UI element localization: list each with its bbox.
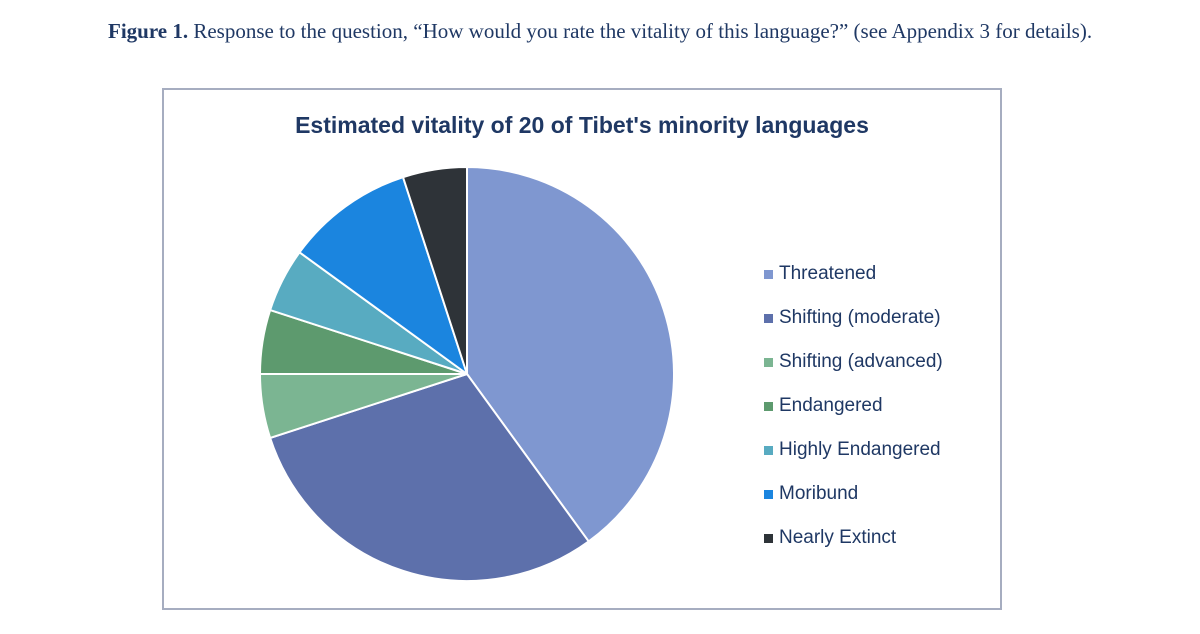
legend-item-endangered: Endangered bbox=[764, 384, 943, 428]
figure-caption: Figure 1. Response to the question, “How… bbox=[108, 12, 1108, 50]
pie-slice-nearly-extinct bbox=[401, 165, 468, 375]
pie-slice-shifting-moderate bbox=[268, 372, 591, 583]
legend-label: Threatened bbox=[779, 263, 877, 284]
legend-label: Nearly Extinct bbox=[779, 527, 897, 548]
legend-item-moribund: Moribund bbox=[764, 472, 943, 516]
legend-swatch bbox=[764, 313, 773, 323]
legend-label: Endangered bbox=[779, 395, 883, 416]
legend-label: Moribund bbox=[779, 483, 859, 504]
legend-swatch bbox=[764, 269, 773, 279]
figure-caption-text: Response to the question, “How would you… bbox=[188, 19, 1093, 43]
chart-title: Estimated vitality of 20 of Tibet's mino… bbox=[295, 112, 869, 138]
pie-slice-moribund bbox=[298, 175, 469, 377]
legend-swatch bbox=[764, 401, 773, 411]
figure-label: Figure 1. bbox=[108, 19, 189, 43]
pie-slice-threatened bbox=[466, 165, 674, 543]
legend-swatch bbox=[764, 357, 773, 367]
legend-item-highly-endangered: Highly Endangered bbox=[764, 428, 943, 472]
legend-label: Highly Endangered bbox=[779, 439, 941, 460]
legend-item-nearly-extinct: Nearly Extinct bbox=[764, 516, 943, 560]
pie-chart bbox=[258, 165, 674, 583]
legend-item-shifting-advanced: Shifting (advanced) bbox=[764, 340, 943, 384]
legend-label: Shifting (moderate) bbox=[779, 307, 941, 328]
chart-frame: Estimated vitality of 20 of Tibet's mino… bbox=[162, 88, 1002, 610]
legend-item-threatened: Threatened bbox=[764, 252, 943, 296]
legend-swatch bbox=[764, 533, 773, 543]
legend-label: Shifting (advanced) bbox=[779, 351, 943, 372]
legend-swatch bbox=[764, 489, 773, 499]
chart-legend: Threatened Shifting (moderate) Shifting (a… bbox=[764, 252, 943, 560]
legend-swatch bbox=[764, 445, 773, 455]
legend-item-shifting-moderate: Shifting (moderate) bbox=[764, 296, 943, 340]
